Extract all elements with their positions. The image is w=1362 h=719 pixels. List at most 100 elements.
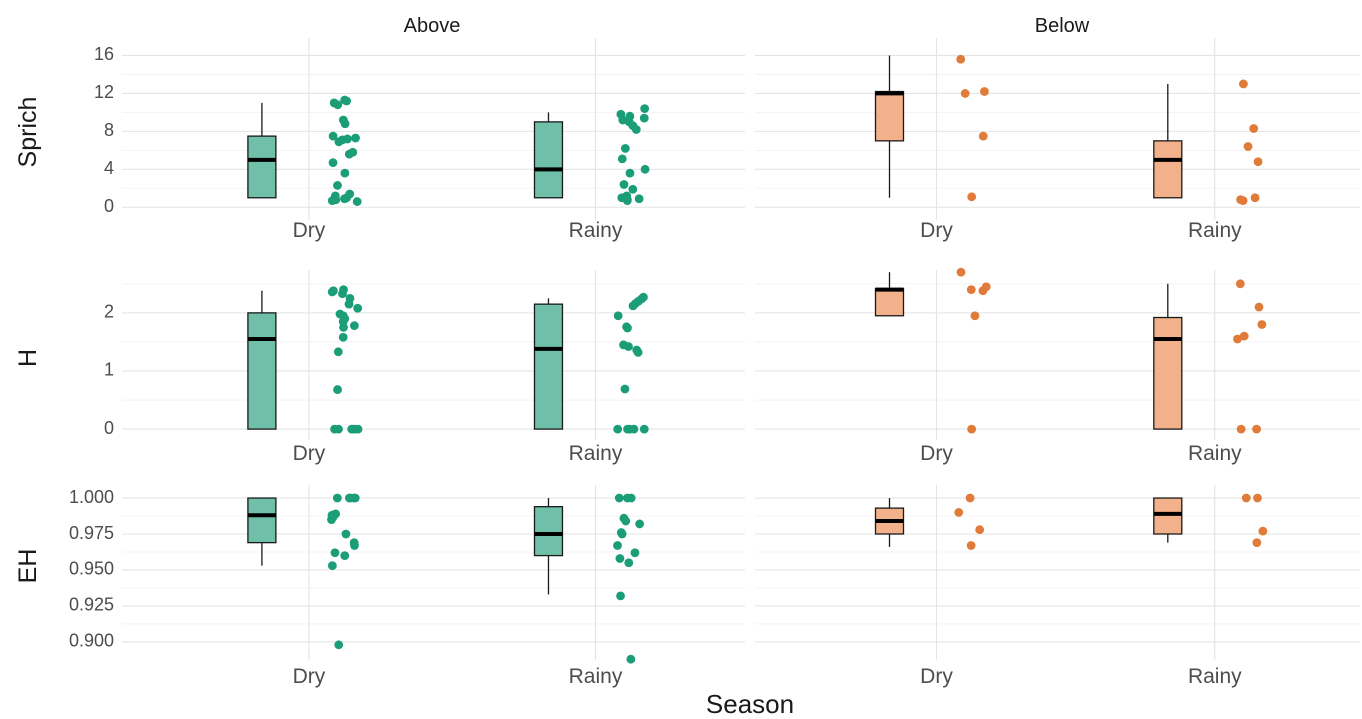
point-sprich-below-rainy-0 <box>1239 79 1248 89</box>
x-tick-label-h-below-rainy: Rainy <box>1188 442 1242 465</box>
point-sprich-below-dry-4 <box>967 192 977 202</box>
point-h-above-rainy-7 <box>623 323 632 333</box>
point-sprich-above-dry-3 <box>333 100 343 110</box>
point-h-below-rainy-5 <box>1236 424 1246 434</box>
point-sprich-above-dry-10 <box>334 137 344 147</box>
point-eh-below-rainy-1 <box>1241 493 1251 503</box>
point-eh-above-rainy-9 <box>630 548 640 558</box>
point-h-above-dry-11 <box>349 321 359 331</box>
box-sprich-above-rainy <box>533 121 564 199</box>
point-eh-below-dry-1 <box>954 508 964 517</box>
point-h-above-rainy-17 <box>625 424 635 434</box>
box-h-above-rainy <box>533 303 564 430</box>
point-eh-below-dry-2 <box>975 525 985 535</box>
point-sprich-above-dry-21 <box>327 196 337 206</box>
point-sprich-above-rainy-18 <box>622 196 632 206</box>
point-sprich-below-dry-3 <box>978 131 988 141</box>
y-tick-label-sprich-3: 12 <box>94 82 114 102</box>
point-sprich-above-rainy-10 <box>640 164 650 174</box>
point-sprich-above-dry-15 <box>333 181 342 190</box>
box-h-above-dry <box>247 312 277 430</box>
point-eh-above-rainy-8 <box>613 541 622 550</box>
x-tick-label-sprich-above-rainy: Rainy <box>569 219 623 242</box>
point-eh-above-dry-13 <box>340 551 350 560</box>
box-eh-below-rainy <box>1153 497 1183 535</box>
point-h-above-rainy-5 <box>613 311 623 321</box>
point-sprich-below-rainy-6 <box>1238 196 1248 206</box>
point-h-below-dry-5 <box>967 424 977 434</box>
point-eh-below-rainy-0 <box>1253 493 1262 503</box>
point-h-above-dry-6 <box>353 303 363 313</box>
point-eh-above-rainy-4 <box>621 516 631 526</box>
point-h-above-dry-18 <box>334 424 343 434</box>
point-h-below-dry-4 <box>970 311 980 321</box>
box-eh-above-dry <box>247 497 277 544</box>
point-sprich-above-dry-14 <box>340 168 350 178</box>
box-sprich-below-rainy <box>1153 140 1183 199</box>
x-tick-label-eh-above-rainy: Rainy <box>569 665 623 688</box>
point-eh-above-rainy-1 <box>614 493 624 503</box>
box-h-below-dry <box>874 287 905 317</box>
point-h-above-dry-13 <box>338 332 348 342</box>
x-tick-label-eh-below-dry: Dry <box>920 665 953 688</box>
point-sprich-below-rainy-2 <box>1243 142 1253 151</box>
y-tick-label-h-1: 1 <box>104 360 114 380</box>
point-eh-above-dry-14 <box>327 561 337 571</box>
row-label-eh: EH <box>14 549 42 584</box>
y-tick-label-sprich-4: 16 <box>94 44 114 64</box>
point-eh-above-rainy-7 <box>617 529 627 539</box>
point-h-below-rainy-2 <box>1257 320 1267 329</box>
point-h-below-dry-3 <box>978 286 988 296</box>
point-h-above-rainy-13 <box>639 424 649 434</box>
point-eh-above-rainy-2 <box>623 493 632 503</box>
x-tick-label-eh-below-rainy: Rainy <box>1188 665 1242 688</box>
point-h-above-rainy-11 <box>633 347 643 357</box>
point-eh-above-dry-15 <box>334 640 344 650</box>
y-tick-label-eh-0: 0.900 <box>69 631 114 651</box>
point-h-above-dry-5 <box>344 299 354 309</box>
grid-layer <box>122 38 1360 660</box>
x-tick-label-h-below-dry: Dry <box>920 442 953 465</box>
point-sprich-above-rainy-9 <box>617 154 627 164</box>
point-sprich-below-rainy-4 <box>1250 193 1260 203</box>
point-sprich-above-rainy-8 <box>620 144 630 153</box>
point-eh-above-dry-8 <box>327 515 336 525</box>
point-h-above-rainy-12 <box>620 384 630 394</box>
point-sprich-below-dry-2 <box>960 89 970 98</box>
point-sprich-above-dry-5 <box>340 119 350 129</box>
point-sprich-below-rainy-3 <box>1253 157 1263 167</box>
point-eh-below-dry-0 <box>965 493 975 503</box>
x-tick-label-eh-above-dry: Dry <box>293 665 326 688</box>
x-axis-title: Season <box>706 689 794 719</box>
point-sprich-above-rainy-7 <box>631 125 641 134</box>
point-h-above-dry-3 <box>338 289 347 299</box>
point-sprich-above-rainy-11 <box>625 168 635 178</box>
point-h-above-dry-15 <box>333 385 342 394</box>
point-sprich-above-dry-19 <box>340 194 349 204</box>
point-sprich-below-dry-1 <box>980 87 989 96</box>
y-tick-label-sprich-1: 4 <box>104 158 114 178</box>
point-sprich-above-dry-12 <box>344 149 354 159</box>
point-h-below-rainy-6 <box>1252 424 1261 434</box>
point-h-below-dry-2 <box>966 285 976 295</box>
point-sprich-above-dry-6 <box>328 131 338 141</box>
point-h-below-rainy-4 <box>1233 334 1242 344</box>
point-h-above-rainy-9 <box>624 342 633 351</box>
x-tick-label-h-above-rainy: Rainy <box>569 442 623 465</box>
y-tick-label-sprich-2: 8 <box>104 120 114 140</box>
point-eh-below-dry-3 <box>966 541 976 550</box>
point-eh-above-rainy-5 <box>635 519 645 529</box>
box-sprich-above-dry <box>247 135 277 199</box>
point-eh-above-dry-9 <box>341 529 351 539</box>
y-tick-label-h-2: 2 <box>104 302 114 322</box>
point-sprich-above-rainy-0 <box>640 104 650 114</box>
point-eh-above-dry-4 <box>349 493 359 503</box>
y-tick-label-eh-2: 0.950 <box>69 559 114 579</box>
y-tick-label-eh-1: 0.925 <box>69 595 114 615</box>
point-sprich-above-dry-13 <box>328 158 338 168</box>
box-eh-above-rainy <box>533 506 564 557</box>
x-tick-label-sprich-above-dry: Dry <box>293 219 326 242</box>
marks-layer <box>247 54 1268 664</box>
point-h-above-dry-14 <box>333 347 343 357</box>
point-h-above-dry-21 <box>353 424 363 434</box>
